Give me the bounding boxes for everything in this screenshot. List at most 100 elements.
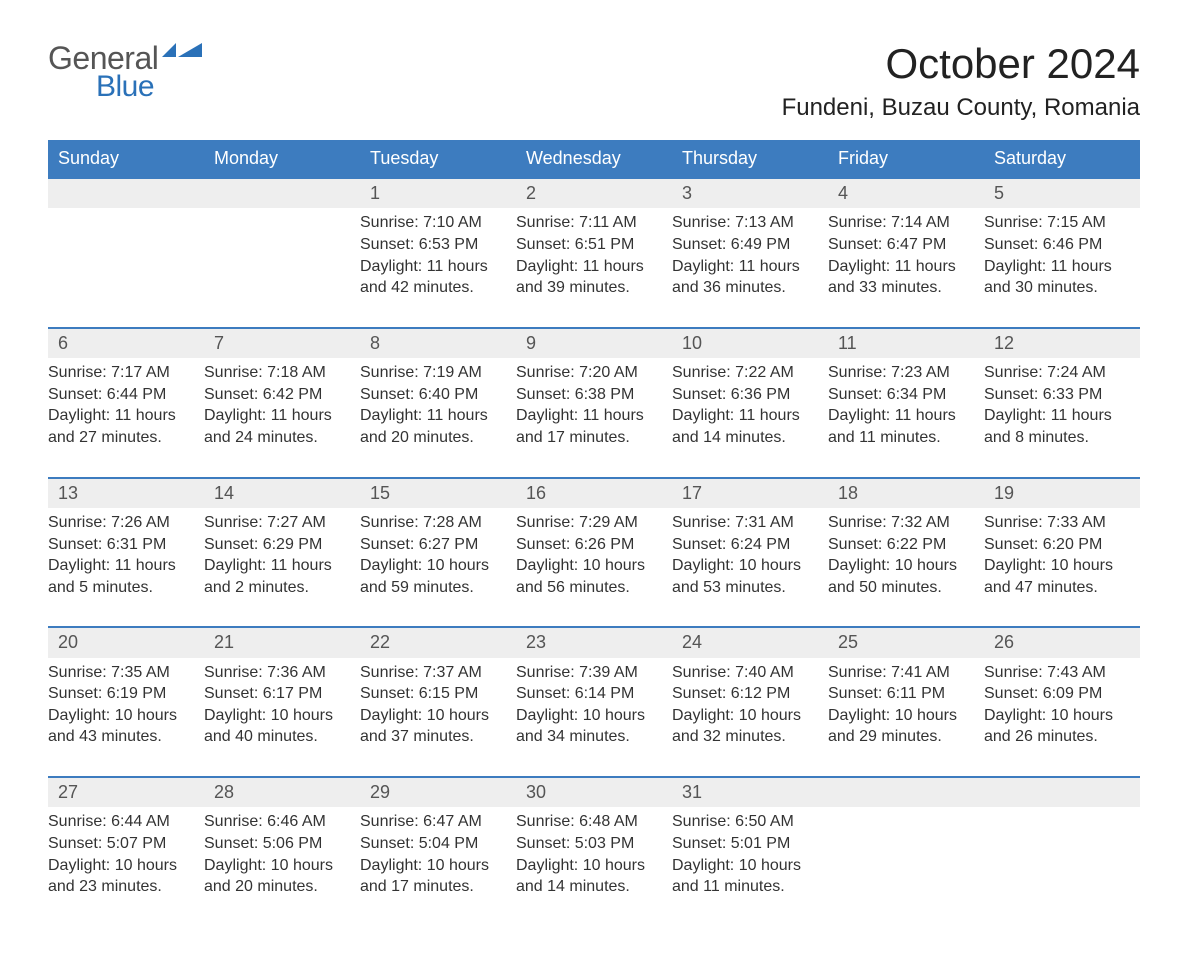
day-number: 30 (516, 778, 672, 807)
day-details: Sunrise: 7:31 AMSunset: 6:24 PMDaylight:… (672, 512, 828, 598)
day-dl1: Daylight: 11 hours (204, 405, 354, 427)
logo-flag-icon (162, 34, 206, 71)
day-details: Sunrise: 7:40 AMSunset: 6:12 PMDaylight:… (672, 662, 828, 748)
day-number: 2 (516, 179, 672, 208)
day-sunrise: Sunrise: 7:14 AM (828, 212, 978, 234)
day-cell: 2 Sunrise: 7:11 AMSunset: 6:51 PMDaylight… (516, 177, 672, 327)
day-number (984, 778, 1140, 807)
day-details: Sunrise: 7:36 AMSunset: 6:17 PMDaylight:… (204, 662, 360, 748)
page-header: General Blue October 2024 (48, 40, 1140, 88)
day-number: 20 (48, 628, 204, 657)
day-details: Sunrise: 7:15 AMSunset: 6:46 PMDaylight:… (984, 212, 1140, 298)
day-dl1: Daylight: 10 hours (48, 705, 198, 727)
day-dl2: and 23 minutes. (48, 876, 198, 898)
day-cell: 12Sunrise: 7:24 AMSunset: 6:33 PMDayligh… (984, 327, 1140, 477)
day-sunset: Sunset: 6:53 PM (360, 234, 510, 256)
day-details: Sunrise: 6:48 AMSunset: 5:03 PMDaylight:… (516, 811, 672, 897)
day-sunrise: Sunrise: 7:39 AM (516, 662, 666, 684)
day-dl2: and 20 minutes. (204, 876, 354, 898)
calendar-grid: Sunday Monday Tuesday Wednesday Thursday… (48, 140, 1140, 926)
day-cell: 25Sunrise: 7:41 AMSunset: 6:11 PMDayligh… (828, 626, 984, 776)
day-sunrise: Sunrise: 7:37 AM (360, 662, 510, 684)
day-sunset: Sunset: 6:17 PM (204, 683, 354, 705)
day-details: Sunrise: 7:29 AMSunset: 6:26 PMDaylight:… (516, 512, 672, 598)
day-sunrise: Sunrise: 7:22 AM (672, 362, 822, 384)
day-details: Sunrise: 7:10 AMSunset: 6:53 PMDaylight:… (360, 212, 516, 298)
day-sunset: Sunset: 6:26 PM (516, 534, 666, 556)
day-dl1: Daylight: 10 hours (360, 705, 510, 727)
day-sunset: Sunset: 6:31 PM (48, 534, 198, 556)
day-number (48, 179, 204, 208)
day-dl1: Daylight: 10 hours (516, 855, 666, 877)
day-cell: 30 Sunrise: 6:48 AMSunset: 5:03 PMDayligh… (516, 776, 672, 926)
day-sunset: Sunset: 5:06 PM (204, 833, 354, 855)
day-number: 7 (204, 329, 360, 358)
day-dl2: and 32 minutes. (672, 726, 822, 748)
day-dl2: and 17 minutes. (516, 427, 666, 449)
day-dl2: and 5 minutes. (48, 577, 198, 599)
day-cell: 9Sunrise: 7:20 AMSunset: 6:38 PMDaylight… (516, 327, 672, 477)
day-cell: 23Sunrise: 7:39 AMSunset: 6:14 PMDayligh… (516, 626, 672, 776)
day-dl2: and 59 minutes. (360, 577, 510, 599)
day-dl1: Daylight: 11 hours (516, 256, 666, 278)
day-dl1: Daylight: 10 hours (204, 705, 354, 727)
day-dl2: and 8 minutes. (984, 427, 1134, 449)
day-number: 27 (48, 778, 204, 807)
day-sunrise: Sunrise: 7:10 AM (360, 212, 510, 234)
day-dl2: and 27 minutes. (48, 427, 198, 449)
day-number: 13 (48, 479, 204, 508)
day-details: Sunrise: 7:35 AMSunset: 6:19 PMDaylight:… (48, 662, 204, 748)
day-sunset: Sunset: 6:09 PM (984, 683, 1134, 705)
day-details: Sunrise: 7:13 AMSunset: 6:49 PMDaylight:… (672, 212, 828, 298)
day-dl2: and 29 minutes. (828, 726, 978, 748)
day-number: 21 (204, 628, 360, 657)
day-number: 9 (516, 329, 672, 358)
day-cell: 27 Sunrise: 6:44 AMSunset: 5:07 PMDayligh… (48, 776, 204, 926)
day-sunset: Sunset: 6:20 PM (984, 534, 1134, 556)
day-dl2: and 56 minutes. (516, 577, 666, 599)
day-details: Sunrise: 7:19 AMSunset: 6:40 PMDaylight:… (360, 362, 516, 448)
day-dl1: Daylight: 11 hours (828, 405, 978, 427)
day-dl2: and 11 minutes. (672, 876, 822, 898)
day-sunset: Sunset: 6:24 PM (672, 534, 822, 556)
day-cell: 17Sunrise: 7:31 AMSunset: 6:24 PMDayligh… (672, 477, 828, 627)
day-dl2: and 17 minutes. (360, 876, 510, 898)
day-dl1: Daylight: 11 hours (672, 405, 822, 427)
day-sunset: Sunset: 5:07 PM (48, 833, 198, 855)
day-details: Sunrise: 6:44 AMSunset: 5:07 PMDaylight:… (48, 811, 204, 897)
day-sunrise: Sunrise: 7:40 AM (672, 662, 822, 684)
day-dl1: Daylight: 10 hours (672, 705, 822, 727)
day-sunset: Sunset: 6:22 PM (828, 534, 978, 556)
day-details: Sunrise: 7:28 AMSunset: 6:27 PMDaylight:… (360, 512, 516, 598)
day-details: Sunrise: 7:27 AMSunset: 6:29 PMDaylight:… (204, 512, 360, 598)
day-dl1: Daylight: 10 hours (984, 705, 1134, 727)
day-details: Sunrise: 7:26 AMSunset: 6:31 PMDaylight:… (48, 512, 204, 598)
day-sunrise: Sunrise: 6:48 AM (516, 811, 666, 833)
day-sunrise: Sunrise: 7:19 AM (360, 362, 510, 384)
day-dl1: Daylight: 11 hours (828, 256, 978, 278)
day-sunset: Sunset: 6:51 PM (516, 234, 666, 256)
day-cell (828, 776, 984, 926)
day-sunrise: Sunrise: 7:36 AM (204, 662, 354, 684)
day-number: 8 (360, 329, 516, 358)
day-sunset: Sunset: 6:49 PM (672, 234, 822, 256)
day-dl2: and 42 minutes. (360, 277, 510, 299)
day-number: 28 (204, 778, 360, 807)
day-details: Sunrise: 7:17 AMSunset: 6:44 PMDaylight:… (48, 362, 204, 448)
day-dl2: and 40 minutes. (204, 726, 354, 748)
day-header-tue: Tuesday (360, 140, 516, 177)
day-sunset: Sunset: 6:36 PM (672, 384, 822, 406)
day-cell: 28Sunrise: 6:46 AMSunset: 5:06 PMDayligh… (204, 776, 360, 926)
day-sunrise: Sunrise: 6:44 AM (48, 811, 198, 833)
day-number: 16 (516, 479, 672, 508)
day-sunrise: Sunrise: 7:32 AM (828, 512, 978, 534)
day-details: Sunrise: 7:11 AMSunset: 6:51 PMDaylight:… (516, 212, 672, 298)
day-header-sat: Saturday (984, 140, 1140, 177)
day-cell: 20 Sunrise: 7:35 AMSunset: 6:19 PMDayligh… (48, 626, 204, 776)
day-sunset: Sunset: 6:34 PM (828, 384, 978, 406)
day-dl1: Daylight: 11 hours (672, 256, 822, 278)
day-number: 31 (672, 778, 828, 807)
day-number: 3 (672, 179, 828, 208)
day-details: Sunrise: 7:33 AMSunset: 6:20 PMDaylight:… (984, 512, 1140, 598)
logo-word2: Blue (96, 70, 154, 104)
